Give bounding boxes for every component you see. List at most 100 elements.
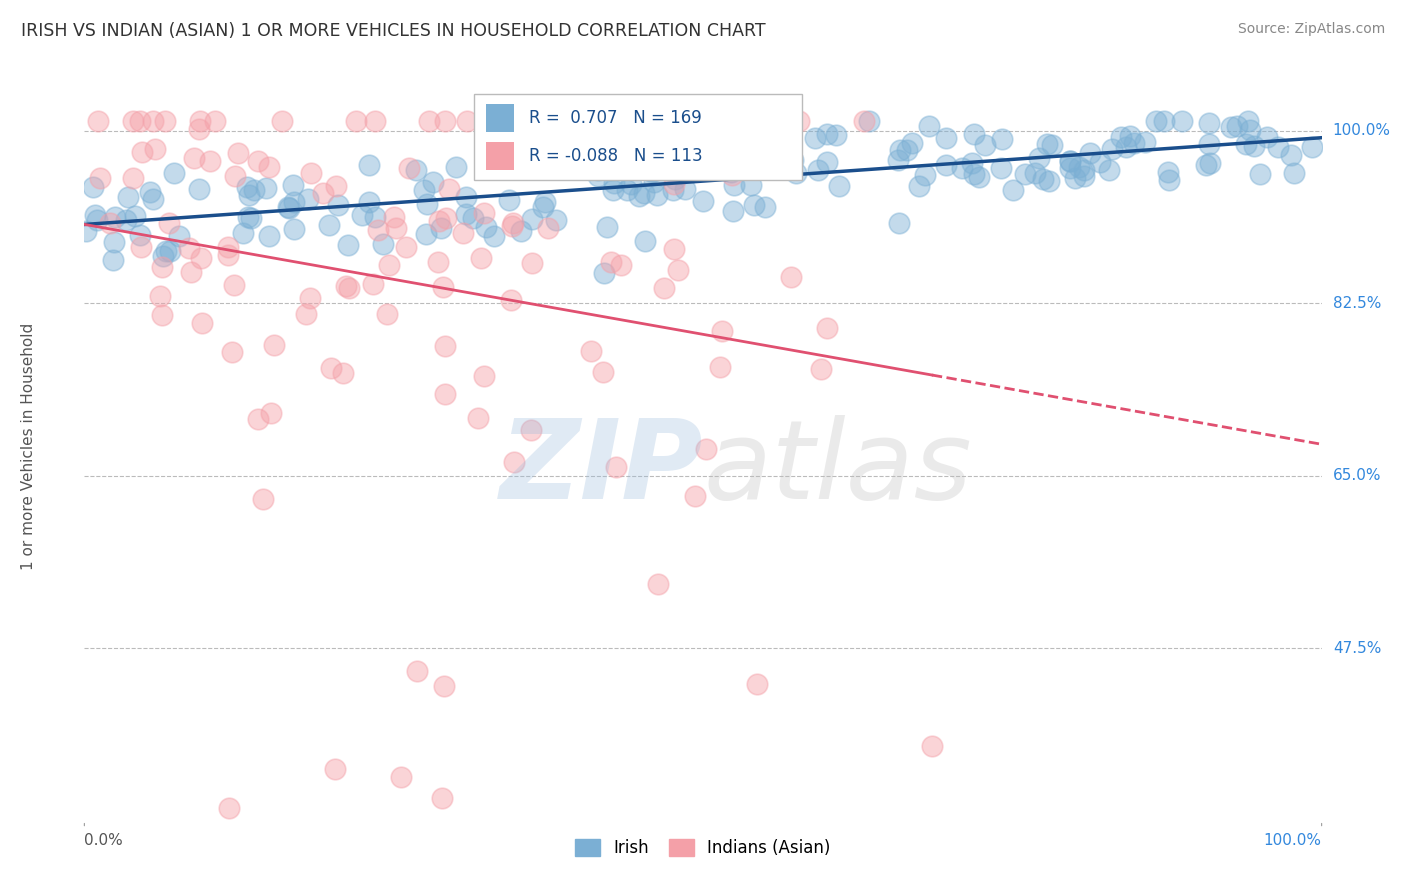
Point: [901, 136, 924, 150]
Point: [142, 192, 165, 206]
Point: [350, 209, 373, 223]
Point: [232, 226, 254, 240]
Point: [1243, 139, 1265, 153]
Point: [474, 220, 496, 235]
Point: [389, 770, 412, 784]
Point: [643, 175, 665, 189]
Point: [620, 177, 643, 191]
Point: [502, 216, 524, 230]
Point: [252, 492, 274, 507]
Point: [806, 163, 828, 178]
Point: [1133, 135, 1156, 149]
Point: [432, 791, 454, 805]
Point: [641, 163, 664, 178]
Point: [592, 364, 614, 378]
Point: [332, 367, 354, 381]
Point: [183, 151, 205, 165]
Point: [373, 237, 395, 252]
Point: [692, 194, 714, 209]
Point: [325, 179, 347, 194]
Point: [782, 153, 804, 168]
Point: [709, 360, 731, 375]
Text: atlas: atlas: [703, 415, 972, 522]
Point: [1073, 163, 1095, 178]
Point: [437, 182, 460, 196]
Point: [263, 338, 285, 352]
Point: [150, 308, 173, 322]
Point: [815, 127, 838, 141]
Point: [1225, 119, 1247, 133]
Point: [627, 189, 650, 203]
Point: [662, 183, 685, 197]
Point: [785, 166, 807, 180]
Point: [536, 220, 558, 235]
Point: [434, 339, 457, 353]
Point: [658, 136, 681, 151]
Point: [586, 163, 609, 178]
Point: [889, 216, 911, 230]
Point: [1073, 169, 1095, 184]
Point: [721, 169, 744, 183]
Point: [98, 216, 121, 230]
Point: [666, 262, 689, 277]
Point: [221, 345, 243, 359]
Point: [444, 160, 467, 174]
Point: [385, 221, 408, 235]
Point: [1219, 120, 1241, 134]
Point: [139, 185, 162, 199]
Point: [155, 244, 177, 259]
Point: [259, 229, 281, 244]
Point: [422, 175, 444, 189]
Point: [1063, 171, 1085, 186]
Point: [810, 362, 832, 376]
Point: [115, 213, 138, 227]
Point: [1032, 171, 1054, 186]
Point: [1001, 183, 1024, 197]
Point: [510, 224, 533, 238]
Point: [522, 255, 544, 269]
Point: [335, 279, 357, 293]
Point: [593, 120, 616, 134]
Point: [852, 113, 875, 128]
Point: [494, 126, 516, 140]
Text: 100.0%: 100.0%: [1264, 833, 1322, 848]
Point: [1256, 130, 1278, 145]
Point: [593, 266, 616, 280]
Point: [461, 211, 484, 225]
Point: [162, 166, 184, 180]
Point: [1040, 138, 1063, 153]
Point: [299, 166, 322, 180]
Point: [337, 238, 360, 252]
Point: [415, 227, 437, 241]
Point: [1101, 142, 1123, 156]
Point: [745, 677, 768, 691]
Point: [858, 113, 880, 128]
Point: [596, 219, 619, 234]
Text: 82.5%: 82.5%: [1333, 295, 1381, 310]
Point: [827, 178, 849, 193]
Point: [1249, 167, 1271, 181]
Point: [963, 128, 986, 142]
Point: [456, 190, 478, 204]
Point: [246, 411, 269, 425]
Point: [1234, 136, 1257, 151]
Point: [610, 113, 633, 128]
Point: [531, 200, 554, 214]
Point: [187, 182, 209, 196]
Point: [1195, 158, 1218, 172]
Point: [159, 244, 181, 258]
Point: [1059, 154, 1081, 169]
Point: [935, 131, 957, 145]
Point: [1198, 116, 1220, 130]
Point: [312, 186, 335, 200]
Point: [1284, 166, 1306, 180]
Point: [498, 193, 520, 207]
Point: [359, 158, 381, 172]
Point: [693, 113, 716, 128]
Point: [974, 138, 997, 153]
Point: [167, 229, 190, 244]
Point: [520, 212, 543, 227]
Point: [990, 161, 1012, 175]
Point: [950, 161, 973, 175]
Point: [695, 442, 717, 456]
